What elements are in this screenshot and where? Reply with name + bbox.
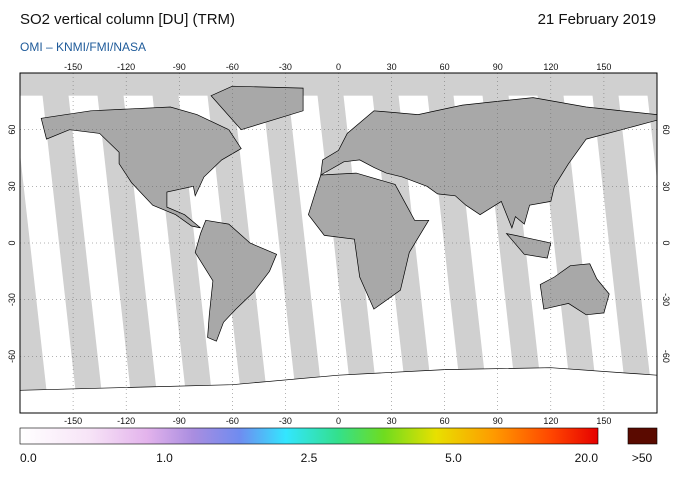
lon-tick-label: 150 (596, 62, 611, 72)
lat-tick-label: 30 (661, 181, 671, 191)
colorbar-label: 20.0 (575, 451, 599, 465)
colorbar-label: 1.0 (156, 451, 173, 465)
swath (645, 73, 657, 181)
lon-tick-label: -30 (279, 62, 292, 72)
continent (210, 85, 304, 131)
credit: OMI – KNMI/FMI/NASA (20, 40, 146, 54)
lon-tick-label: 0 (336, 62, 341, 72)
colorbar-overflow-label: >50 (632, 451, 653, 465)
lat-tick-label: 0 (7, 240, 17, 245)
lon-tick-label: 60 (440, 416, 450, 426)
lat-tick-label: -30 (661, 293, 671, 306)
lon-tick-label: 60 (440, 62, 450, 72)
polar-cap (20, 73, 657, 96)
lon-tick-label: -150 (64, 62, 82, 72)
lat-tick-label: -30 (7, 293, 17, 306)
map-frame (19, 72, 658, 414)
lat-tick-label: 60 (7, 125, 17, 135)
colorbar-label: 2.5 (301, 451, 318, 465)
date: 21 February 2019 (538, 11, 656, 28)
lon-tick-label: -120 (117, 62, 135, 72)
continent (308, 172, 430, 310)
lon-tick-label: -150 (64, 416, 82, 426)
lon-tick-label: 30 (387, 416, 397, 426)
lon-tick-label: -90 (173, 416, 186, 426)
continent (320, 97, 657, 229)
lat-tick-label: -60 (661, 350, 671, 363)
lon-tick-label: -60 (226, 62, 239, 72)
lon-tick-label: 90 (493, 62, 503, 72)
lon-tick-label: 90 (493, 416, 503, 426)
lon-tick-label: 30 (387, 62, 397, 72)
continent (539, 263, 610, 316)
lon-tick-label: 120 (543, 62, 558, 72)
lon-tick-label: 120 (543, 416, 558, 426)
lon-tick-label: -30 (279, 416, 292, 426)
colorbar (19, 427, 599, 445)
lat-tick-label: 0 (661, 240, 671, 245)
lon-tick-label: 0 (336, 416, 341, 426)
continent (40, 106, 242, 229)
colorbar-labels: 0.0 1.0 2.5 5.0 20.0 (20, 451, 598, 465)
swath (95, 73, 159, 413)
lon-tick-label: -60 (226, 416, 239, 426)
lat-tick-label: -60 (7, 350, 17, 363)
map (20, 73, 657, 413)
lat-tick-label: 60 (661, 125, 671, 135)
colorbar-overflow (627, 427, 658, 445)
ticks: -150 -150 -120 -120 -90 -90 -60 -60 -30 -30 0 0 30 30… (7, 62, 671, 426)
lon-tick-label: -90 (173, 62, 186, 72)
title: SO2 vertical column [DU] (TRM) (20, 11, 235, 28)
colorbar-label: 5.0 (445, 451, 462, 465)
swath (20, 153, 49, 413)
continent (194, 219, 278, 342)
continent (505, 233, 552, 259)
lon-tick-label: 150 (596, 416, 611, 426)
colorbar-label: 0.0 (20, 451, 37, 465)
lat-tick-label: 30 (7, 181, 17, 191)
swath (590, 73, 654, 413)
lon-tick-label: -120 (117, 416, 135, 426)
